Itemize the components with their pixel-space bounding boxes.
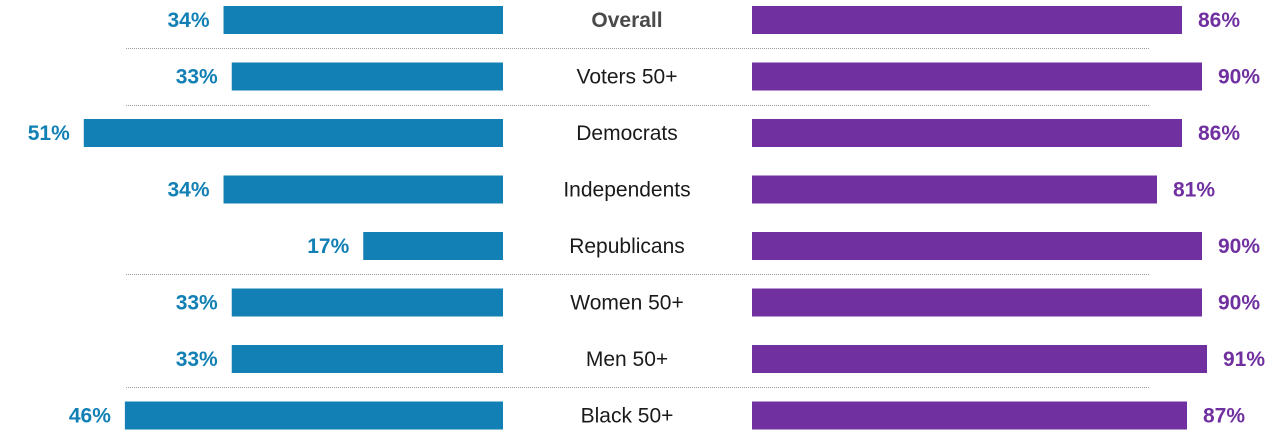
left-value-label-republicans: 17% xyxy=(307,235,349,258)
left-value-label-black-50: 46% xyxy=(69,405,111,428)
left-value-label-voters-50: 33% xyxy=(176,66,218,89)
right-value-label-overall: 86% xyxy=(1198,9,1240,32)
category-labels: Overall Voters 50+ Democrats Independents Re… xyxy=(563,9,690,428)
right-value-label-republicans: 90% xyxy=(1218,235,1260,258)
right-bar-independents xyxy=(752,176,1157,204)
category-label-men-50: Men 50+ xyxy=(586,348,668,371)
left-value-label-democrats: 51% xyxy=(28,122,70,145)
left-bar-independents xyxy=(224,176,503,204)
right-bar-overall xyxy=(752,6,1182,34)
right-value-label-black-50: 87% xyxy=(1203,405,1245,428)
category-label-women-50: Women 50+ xyxy=(570,292,683,315)
left-series: 34% 33% 51% 34% 17% 33% 33% 46% xyxy=(28,6,503,430)
left-bar-overall xyxy=(224,6,503,34)
right-value-label-voters-50: 90% xyxy=(1218,66,1260,89)
right-bar-republicans xyxy=(752,232,1202,260)
right-value-label-men-50: 91% xyxy=(1223,348,1265,371)
right-value-label-democrats: 86% xyxy=(1198,122,1240,145)
left-bar-women-50 xyxy=(232,289,503,317)
right-bar-democrats xyxy=(752,119,1182,147)
right-value-label-women-50: 90% xyxy=(1218,292,1260,315)
left-bar-black-50 xyxy=(125,402,503,430)
row-dividers xyxy=(126,49,1150,388)
category-label-democrats: Democrats xyxy=(576,122,678,145)
right-bar-men-50 xyxy=(752,345,1207,373)
right-series: 86% 90% 86% 81% 90% 90% 91% 87% xyxy=(752,6,1265,430)
right-bar-women-50 xyxy=(752,289,1202,317)
right-bar-voters-50 xyxy=(752,63,1202,91)
left-value-label-men-50: 33% xyxy=(176,348,218,371)
left-value-label-overall: 34% xyxy=(167,9,209,32)
category-label-black-50: Black 50+ xyxy=(581,405,674,428)
left-value-label-independents: 34% xyxy=(167,179,209,202)
left-bar-voters-50 xyxy=(232,63,503,91)
right-value-label-independents: 81% xyxy=(1173,179,1215,202)
category-label-overall: Overall xyxy=(591,9,662,32)
category-label-republicans: Republicans xyxy=(569,235,685,258)
left-bar-men-50 xyxy=(232,345,503,373)
category-label-independents: Independents xyxy=(563,179,690,202)
left-bar-democrats xyxy=(84,119,503,147)
right-bar-black-50 xyxy=(752,402,1187,430)
category-label-voters-50: Voters 50+ xyxy=(577,66,678,89)
left-value-label-women-50: 33% xyxy=(176,292,218,315)
left-bar-republicans xyxy=(363,232,503,260)
